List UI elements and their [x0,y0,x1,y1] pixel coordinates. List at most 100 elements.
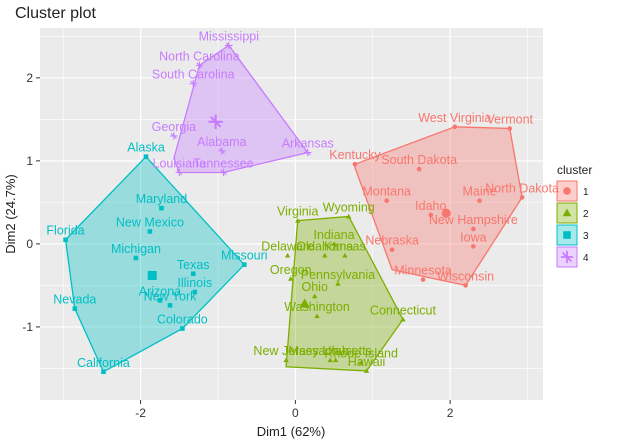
point-iowa [471,244,476,249]
label-kansas: Kansas [324,240,366,254]
point-nevada [72,306,78,311]
point-montana [384,198,389,204]
label-oklahoma: Oklahoma [296,240,353,254]
label-georgia: Georgia [152,120,197,134]
data-points [63,41,525,375]
y-tick-label: 1 [26,154,33,168]
cluster-1-hull [354,126,523,287]
point-connecticut [400,316,406,322]
point-wyoming [346,213,352,219]
label-wisconsin: Wisconsin [437,269,494,283]
legend-label-3: 3 [583,231,589,242]
label-new-hampshire: New Hampshire [429,213,518,227]
point-delaware [284,252,291,258]
point-missouri [241,262,247,267]
label-nevada: Nevada [53,293,96,307]
point-new-jersey [283,357,289,363]
point-south-dakota [416,166,422,172]
point-south-carolina [189,79,197,88]
y-axis-title: Dim2 (24.7%) [3,174,18,253]
point-north-dakota [519,195,525,200]
point-nebraska [389,247,395,253]
point-new-hampshire [471,226,476,232]
label-utah: Utah [322,344,348,358]
label-oregon: Oregon [270,263,312,277]
point-indiana [331,241,337,246]
label-washington: Washington [284,300,350,314]
point-florida [63,237,68,243]
label-kentucky: Kentucky [329,148,381,162]
cluster-2-hull [285,215,404,372]
point-pennsylvania [335,281,341,286]
point-new-mexico [147,229,153,234]
label-nebraska: Nebraska [365,234,419,248]
legend: cluster 1 2 3 4 [556,163,592,268]
label-north-dakota: North Dakota [485,181,559,195]
label-west-virginia: West Virginia [418,111,491,125]
label-illinois: Illinois [177,276,212,290]
point-idaho [428,212,434,218]
point-hawaii [363,368,370,373]
label-new-mexico: New Mexico [116,215,184,229]
point-oregon [288,276,294,281]
point-california [101,369,106,375]
point-massachusetts [327,357,333,363]
point-mississippi [225,41,233,50]
point-utah [332,357,339,363]
point-minnesota [420,277,426,282]
label-arizona: Arizona [139,284,181,298]
point-oklahoma [322,252,328,258]
point-colorado [180,326,185,331]
label-new-york: New York [144,289,198,303]
point-north-carolina [195,61,204,70]
label-arkansas: Arkansas [282,137,334,151]
point-maryland [159,205,164,211]
y-tick-label: -1 [22,320,33,334]
label-maine: Maine [463,185,497,199]
label-massachusetts: Massachusetts [289,344,372,358]
label-iowa: Iowa [460,230,486,244]
label-ohio: Ohio [302,280,328,294]
cluster-hulls [64,44,523,373]
point-new-york [167,303,173,308]
label-texas: Texas [177,258,210,272]
x-axis-title: Dim1 (62%) [257,424,326,439]
point-virginia [295,217,301,223]
cluster-3-center [147,270,157,280]
point-ohio [312,293,318,299]
label-indiana: Indiana [314,228,355,242]
point-tennessee [219,168,228,177]
point-west-virginia [452,124,458,130]
label-louisiana: Louisiana [153,156,207,170]
cluster-2-center [299,298,310,308]
label-pennsylvania: Pennsylvania [301,268,375,282]
label-vermont: Vermont [486,112,533,126]
plot-panel [40,28,543,400]
point-rhode-island [358,359,364,365]
legend-symbol-4 [560,250,574,264]
label-idaho: Idaho [415,199,446,213]
legend-title: cluster [557,163,592,177]
label-california: California [77,356,130,370]
legend-symbol-2 [562,208,572,217]
point-wisconsin [463,283,468,288]
point-illinois [192,289,198,295]
legend-label-2: 2 [583,209,589,220]
point-michigan [133,255,139,261]
label-delaware: Delaware [261,240,314,254]
legend-symbol-1 [563,187,571,195]
point-texas [190,271,196,277]
x-tick-label: 0 [292,406,299,420]
label-rhode-island: Rhode Island [324,347,398,361]
cluster-4-center [208,114,223,130]
point-kansas [342,252,348,258]
label-montana: Montana [362,185,411,199]
point-washington [314,313,320,319]
cluster-centers [147,114,451,308]
label-missouri: Missouri [221,249,268,263]
label-south-carolina: South Carolina [152,68,235,82]
axis-ticks: -2 0 2 -1 0 1 2 [22,71,453,420]
chart-title: Cluster plot [15,5,96,22]
